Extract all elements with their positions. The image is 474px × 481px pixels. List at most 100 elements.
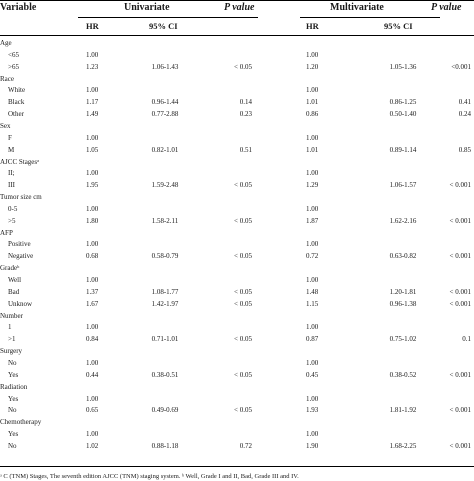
hr-multivariate: 1.15 xyxy=(306,299,319,308)
p-value-univariate: 0.51 xyxy=(239,145,252,154)
table-row: Yes 1.00 1.00 xyxy=(0,393,474,405)
ci-multivariate: 1.06-1.57 xyxy=(389,181,417,190)
hr-univariate: 1.00 xyxy=(86,204,99,213)
row-label: Number xyxy=(0,311,23,320)
p-value-univariate: < 0.05 xyxy=(234,62,252,71)
table-row: 0-5 1.00 1.00 xyxy=(0,203,474,215)
hr-multivariate: 1.87 xyxy=(306,216,319,225)
ci-multivariate: 0.63-0.82 xyxy=(389,252,417,261)
hr-multivariate: 1.00 xyxy=(306,86,319,95)
p-value-multivariate: < 0.001 xyxy=(449,299,471,308)
hr-multivariate: 1.01 xyxy=(306,98,319,107)
row-label: No xyxy=(8,358,17,367)
hr-univariate: 1.00 xyxy=(86,358,99,367)
row-label: >5 xyxy=(8,216,16,225)
header-univariate: Univariate xyxy=(124,2,170,13)
row-label: Surgery xyxy=(0,347,23,356)
row-label: 1 xyxy=(8,323,12,332)
hr-multivariate: 0.45 xyxy=(306,370,319,379)
hr-multivariate: 0.72 xyxy=(306,252,319,261)
row-label: AFP xyxy=(0,228,13,237)
p-value-univariate: < 0.05 xyxy=(234,287,252,296)
hr-multivariate: 1.00 xyxy=(306,169,319,178)
header-bottom-rule xyxy=(0,35,474,36)
hr-univariate: 0.44 xyxy=(86,370,99,379)
p-value-multivariate: < 0.001 xyxy=(449,287,471,296)
ci-multivariate: 0.75-1.02 xyxy=(389,335,417,344)
table-row: Gradeᵇ xyxy=(0,262,474,274)
hr-multivariate: 1.20 xyxy=(306,62,319,71)
hr-univariate: 1.05 xyxy=(86,145,99,154)
table-row: AJCC Stagesᵃ xyxy=(0,156,474,168)
table-row: F 1.00 1.00 xyxy=(0,132,474,144)
p-value-univariate: < 0.05 xyxy=(234,181,252,190)
table-row: Sex xyxy=(0,120,474,132)
p-value-univariate: < 0.05 xyxy=(234,216,252,225)
table-row: II; 1.00 1.00 xyxy=(0,167,474,179)
hr-multivariate: 0.87 xyxy=(306,335,319,344)
hr-multivariate: 1.01 xyxy=(306,145,319,154)
hr-multivariate: 1.00 xyxy=(306,240,319,249)
p-value-multivariate: < 0.001 xyxy=(449,216,471,225)
row-label: Black xyxy=(8,98,25,107)
table-row: White 1.00 1.00 xyxy=(0,84,474,96)
table-row: Positive 1.00 1.00 xyxy=(0,238,474,250)
table-row: Number xyxy=(0,310,474,322)
table-row: Black 1.17 0.96-1.44 0.14 1.01 0.86-1.25 0.41 xyxy=(0,96,474,108)
row-label: Positive xyxy=(8,240,31,249)
hr-univariate: 1.00 xyxy=(86,50,99,59)
hr-univariate: 1.95 xyxy=(86,181,99,190)
row-label: >1 xyxy=(8,335,16,344)
hr-multivariate: 1.00 xyxy=(306,50,319,59)
p-value-univariate: < 0.05 xyxy=(234,335,252,344)
p-value-univariate: < 0.05 xyxy=(234,299,252,308)
p-value-multivariate: < 0.001 xyxy=(449,441,471,450)
p-value-multivariate: 0.1 xyxy=(462,335,471,344)
ci-univariate: 0.82-1.01 xyxy=(151,145,179,154)
table-row: Well 1.00 1.00 xyxy=(0,274,474,286)
hr-multivariate: 1.00 xyxy=(306,358,319,367)
hr-multivariate: 0.86 xyxy=(306,110,319,119)
table-row: >65 1.23 1.06-1.43 < 0.05 1.20 1.05-1.36 <0.00… xyxy=(0,61,474,73)
ci-multivariate: 0.38-0.52 xyxy=(389,370,417,379)
row-label: >65 xyxy=(8,62,19,71)
table-row: Age xyxy=(0,37,474,49)
ci-univariate: 0.49-0.69 xyxy=(151,406,179,415)
hr-univariate: 1.37 xyxy=(86,287,99,296)
ci-univariate: 1.06-1.43 xyxy=(151,62,179,71)
row-label: Yes xyxy=(8,394,19,403)
ci-multivariate: 1.20-1.81 xyxy=(389,287,417,296)
row-label: Sex xyxy=(0,121,11,130)
row-label: Race xyxy=(0,74,14,83)
table-footnote: ᵃ C (TNM) Stages, The seventh edition AJ… xyxy=(0,473,299,480)
row-label: Chemotherapy xyxy=(0,418,42,427)
hr-univariate: 1.67 xyxy=(86,299,99,308)
hr-univariate: 1.02 xyxy=(86,441,99,450)
table-row: Race xyxy=(0,73,474,85)
ci-univariate: 1.59-2.48 xyxy=(151,181,179,190)
row-label: F xyxy=(8,133,12,142)
table-row: Radiation xyxy=(0,381,474,393)
p-value-multivariate: < 0.001 xyxy=(449,252,471,261)
hr-univariate: 1.00 xyxy=(86,133,99,142)
ci-univariate: 0.96-1.44 xyxy=(151,98,179,107)
table-row: AFP xyxy=(0,227,474,239)
hr-univariate: 1.00 xyxy=(86,394,99,403)
ci-univariate: 0.71-1.01 xyxy=(151,335,179,344)
row-label: Yes xyxy=(8,370,19,379)
ci-univariate: 0.77-2.88 xyxy=(151,110,179,119)
hr-univariate: 0.65 xyxy=(86,406,99,415)
hr-multivariate: 1.00 xyxy=(306,133,319,142)
header-mid-rule xyxy=(78,17,258,18)
header-variable: Variable xyxy=(0,2,37,13)
ci-multivariate: 0.89-1.14 xyxy=(389,145,417,154)
p-value-multivariate: < 0.001 xyxy=(449,370,471,379)
table-row: M 1.05 0.82-1.01 0.51 1.01 0.89-1.14 0.85 xyxy=(0,144,474,156)
p-value-multivariate: <0.001 xyxy=(451,62,471,71)
table-row: Unknow 1.67 1.42-1.97 < 0.05 1.15 0.96-1.38 < … xyxy=(0,298,474,310)
table-row: No 0.65 0.49-0.69 < 0.05 1.93 1.81-1.92 < 0.00… xyxy=(0,404,474,416)
ci-univariate: 0.88-1.18 xyxy=(151,441,179,450)
p-value-multivariate: 0.41 xyxy=(458,98,471,107)
hr-univariate: 1.00 xyxy=(86,323,99,332)
hr-multivariate: 1.00 xyxy=(306,394,319,403)
